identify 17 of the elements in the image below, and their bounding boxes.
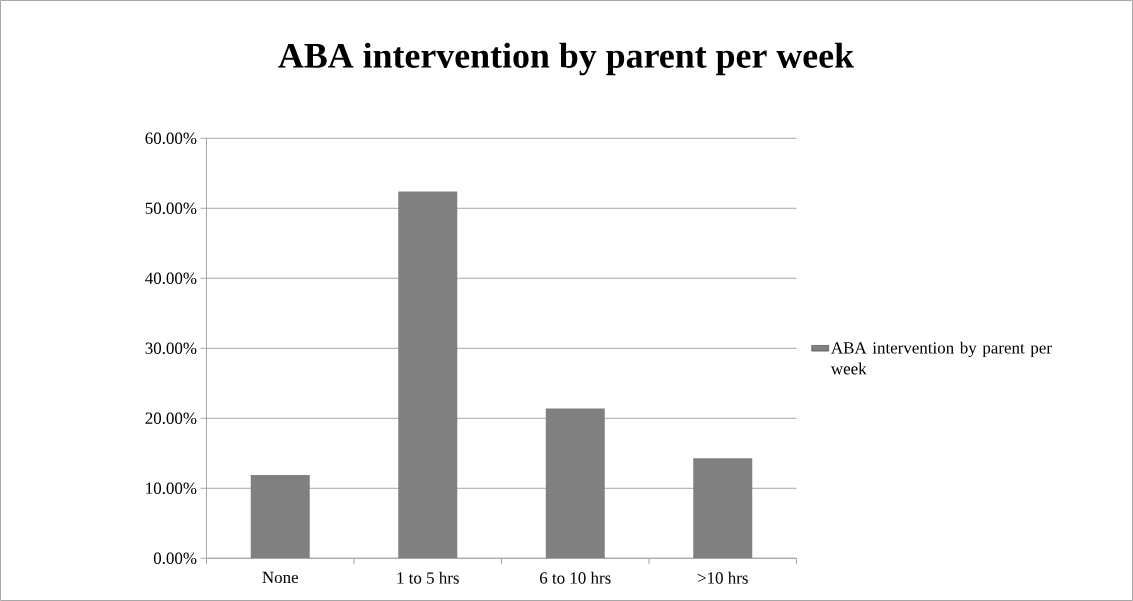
x-tick-label: 1 to 5 hrs [397,571,459,584]
legend-label: ABA intervention by parent per week [830,341,1052,375]
x-tick-label: >10 hrs [697,571,748,584]
bar [250,474,310,559]
x-tick-label: 6 to 10 hrs [540,571,611,584]
y-tick-label: 40.00% [145,272,197,285]
y-tick-label: 20.00% [145,412,197,425]
y-tick-label: 30.00% [145,342,197,355]
bar [545,408,605,559]
y-tick-label: 0.00% [153,552,197,565]
bar [398,191,458,559]
x-tick-label: None [262,571,299,584]
chart-title: ABA intervention by parent per week [278,42,854,76]
y-tick-label: 10.00% [146,482,197,495]
bar [693,458,753,559]
y-tick-label: 50.00% [145,202,197,215]
y-tick-label: 60.00% [145,132,197,145]
